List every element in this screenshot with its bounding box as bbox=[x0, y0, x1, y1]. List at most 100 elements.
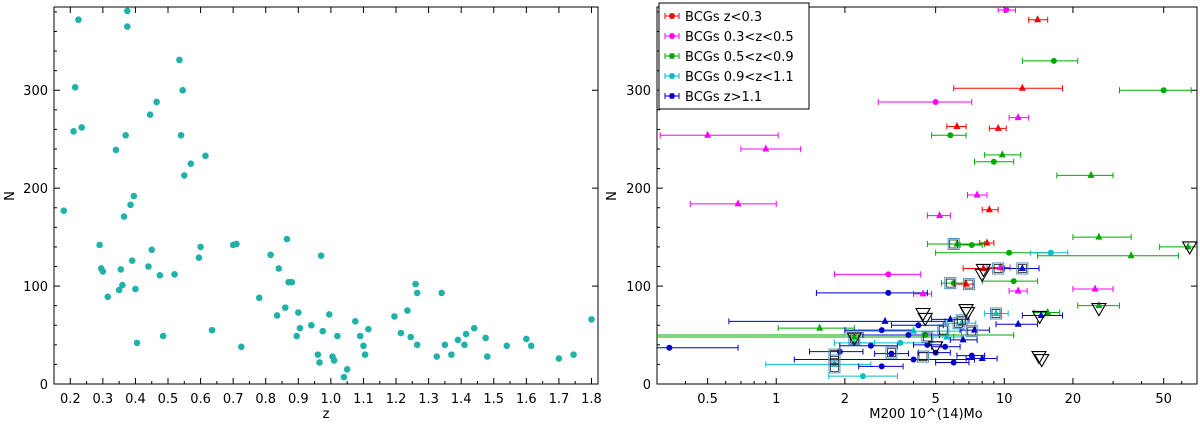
data-point bbox=[461, 341, 468, 349]
data-point bbox=[133, 339, 141, 347]
data-point bbox=[1018, 263, 1026, 271]
data-point bbox=[946, 314, 954, 322]
data-point bbox=[919, 289, 927, 297]
box-marker-inner bbox=[830, 356, 839, 365]
data-point bbox=[132, 285, 139, 293]
box-marker bbox=[1016, 262, 1029, 275]
data-point bbox=[356, 332, 364, 340]
data-point bbox=[119, 281, 126, 289]
data-point bbox=[233, 240, 240, 248]
data-point bbox=[314, 351, 322, 358]
data-point bbox=[343, 366, 351, 373]
data-point bbox=[523, 335, 530, 343]
data-point bbox=[953, 121, 961, 129]
data-point bbox=[897, 339, 904, 346]
data-point bbox=[994, 123, 1002, 131]
box-marker bbox=[952, 317, 965, 330]
data-point bbox=[267, 251, 274, 259]
y-tick-label: 200 bbox=[626, 182, 651, 197]
data-point bbox=[990, 158, 997, 165]
data-point bbox=[123, 7, 131, 15]
data-point bbox=[159, 332, 167, 340]
x-tick-label: 50 bbox=[1155, 392, 1172, 407]
box-marker bbox=[965, 325, 978, 338]
data-point bbox=[947, 132, 954, 139]
x-tick-label: 1 bbox=[772, 392, 780, 407]
data-point bbox=[275, 265, 283, 272]
data-point bbox=[470, 324, 478, 332]
legend-label: BCGs z>1.1 bbox=[685, 90, 762, 105]
data-point bbox=[850, 338, 858, 346]
open-triangle-marker bbox=[927, 341, 944, 355]
data-point bbox=[978, 354, 986, 362]
data-point bbox=[360, 342, 367, 350]
box-marker-inner bbox=[964, 279, 974, 289]
box-marker-inner bbox=[949, 239, 959, 249]
data-point bbox=[905, 332, 912, 339]
data-point bbox=[340, 373, 348, 381]
data-point bbox=[1091, 284, 1099, 292]
open-triangle-marker bbox=[1181, 241, 1198, 256]
data-point bbox=[448, 351, 455, 358]
data-point bbox=[146, 111, 154, 119]
data-point bbox=[942, 343, 949, 350]
data-point bbox=[527, 342, 535, 350]
left-y-label: N bbox=[3, 191, 18, 201]
data-point bbox=[295, 309, 302, 316]
data-point bbox=[1050, 57, 1057, 64]
data-point bbox=[570, 351, 577, 358]
data-point bbox=[325, 311, 333, 318]
x-tick-label: 1.6 bbox=[516, 392, 537, 407]
data-point bbox=[878, 363, 885, 370]
data-point bbox=[859, 373, 866, 380]
data-point bbox=[1010, 278, 1017, 285]
data-point bbox=[704, 130, 712, 138]
data-point bbox=[867, 342, 874, 349]
data-point bbox=[128, 257, 136, 264]
data-point bbox=[555, 355, 563, 362]
data-point bbox=[1014, 286, 1022, 294]
data-point bbox=[104, 293, 112, 301]
data-point bbox=[734, 199, 742, 207]
data-point bbox=[99, 268, 107, 275]
data-point bbox=[878, 327, 885, 334]
legend-label: BCGs 0.3<z<0.5 bbox=[685, 30, 794, 45]
open-triangle-marker bbox=[917, 312, 934, 327]
data-point bbox=[288, 278, 296, 286]
legend-swatch-marker bbox=[669, 93, 675, 99]
x-tick-label: 0.5 bbox=[158, 392, 179, 407]
data-point bbox=[973, 190, 981, 198]
left-x-label: z bbox=[323, 407, 330, 422]
data-point bbox=[177, 131, 185, 139]
right-panel: 0.5 1 2 5 10 20 50 0 100 200 300 BCGs z<0.3 BCGs 0.… bbox=[605, 2, 1198, 422]
x-tick-label: 20 bbox=[1065, 392, 1082, 407]
data-point bbox=[962, 279, 970, 287]
data-point bbox=[1047, 249, 1054, 256]
data-point bbox=[70, 128, 77, 135]
left-panel: 0.2 0.3 0.4 0.5 0.6 0.7 0.8 0.9 1.0 1.1 1.2 1.3 1.4 1… bbox=[3, 6, 602, 422]
data-point bbox=[968, 241, 975, 248]
data-point bbox=[413, 341, 421, 349]
data-point bbox=[885, 271, 892, 278]
data-point bbox=[197, 243, 204, 251]
x-tick-label: 0.6 bbox=[190, 392, 211, 407]
x-tick-label: 1.7 bbox=[549, 392, 570, 407]
box-marker-inner bbox=[991, 309, 1001, 318]
open-triangle-marker bbox=[1090, 303, 1107, 317]
box-marker-inner bbox=[993, 264, 1003, 273]
legend-swatch-marker bbox=[669, 33, 675, 39]
box-marker-inner bbox=[938, 325, 948, 335]
x-tick-label: 1.4 bbox=[451, 392, 472, 407]
data-point bbox=[176, 56, 183, 64]
box-marker bbox=[916, 350, 929, 363]
x-tick-label: 0.4 bbox=[125, 392, 146, 407]
data-point bbox=[910, 326, 918, 334]
data-point bbox=[117, 266, 125, 273]
data-point bbox=[910, 356, 917, 363]
data-point bbox=[998, 150, 1006, 158]
data-point bbox=[75, 16, 82, 24]
data-point bbox=[953, 239, 961, 247]
left-ticks: 0.2 0.3 0.4 0.5 0.6 0.7 0.8 0.9 1.0 1.1 1.2 1.3 1.4 1… bbox=[23, 7, 602, 407]
open-triangle-marker bbox=[915, 307, 931, 322]
